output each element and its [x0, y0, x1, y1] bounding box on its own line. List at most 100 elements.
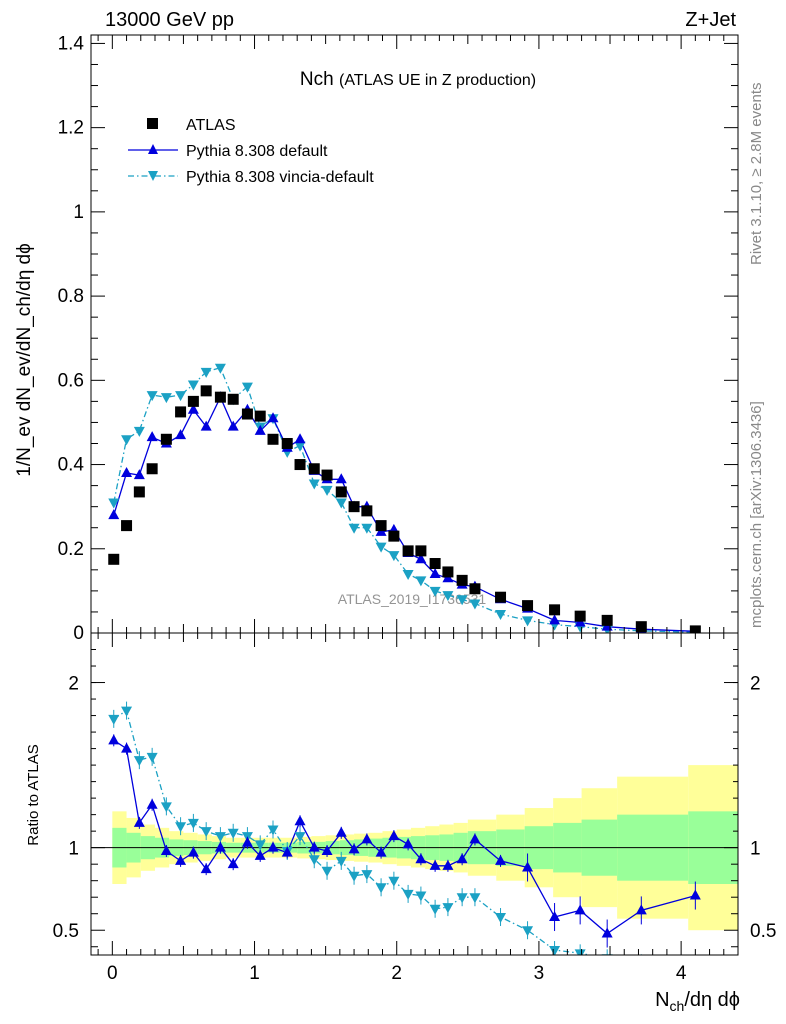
- vincia-main-point: [375, 542, 387, 553]
- default-ratio-point: [121, 742, 133, 753]
- vincia-ratio-point: [294, 832, 306, 843]
- atlas-point: [375, 520, 387, 532]
- vincia-ratio-point: [175, 822, 187, 833]
- vincia-ratio-point: [187, 818, 199, 829]
- x-tick-label: 3: [534, 963, 545, 984]
- default-ratio-point: [321, 844, 333, 855]
- default-ratio-point: [361, 833, 373, 844]
- energy-label: 13000 GeV pp: [105, 9, 234, 31]
- vincia-ratio-point: [442, 903, 454, 914]
- atlas-point: [348, 501, 360, 513]
- default-ratio-point: [635, 904, 647, 915]
- vincia-main-line: [113, 366, 696, 633]
- vincia-ratio-point: [495, 913, 507, 924]
- vincia-ratio-point: [429, 904, 441, 915]
- vincia-main-point: [146, 391, 158, 402]
- x-axis-label: Nch/dη dϕ: [655, 989, 740, 1014]
- vincia-ratio-point: [601, 954, 613, 955]
- rivet-label: Rivet 3.1.10, ≥ 2.8M events: [748, 83, 765, 266]
- chart-title-sub: (ATLAS UE in Z production): [339, 72, 536, 89]
- vincia-main-point: [522, 616, 534, 627]
- default-ratio-point: [200, 863, 212, 874]
- legend-default-marker: [148, 144, 158, 154]
- default-ratio-point: [227, 858, 239, 869]
- legend-atlas-label: ATLAS: [186, 117, 236, 134]
- atlas-point: [146, 463, 158, 475]
- atlas-point: [321, 469, 333, 481]
- main-series-layer: [108, 363, 701, 633]
- x-axis-label-sub: ch: [670, 998, 685, 1014]
- default-ratio-point: [146, 798, 158, 809]
- default-ratio-point: [689, 889, 701, 900]
- default-main-point: [146, 431, 158, 442]
- ratio-y-axis-label: Ratio to ATLAS: [25, 744, 42, 845]
- vincia-ratio-point: [254, 840, 266, 851]
- vincia-ratio-point: [574, 949, 586, 955]
- vincia-main-point: [442, 591, 454, 602]
- atlas-point: [175, 406, 187, 418]
- vincia-ratio-point: [348, 871, 360, 882]
- default-ratio-point: [388, 830, 400, 841]
- atlas-point: [200, 385, 212, 397]
- vincia-ratio-point: [375, 883, 387, 894]
- default-ratio-point: [267, 841, 279, 852]
- default-main-point: [294, 433, 306, 444]
- legend-vincia-label: Pythia 8.308 vincia-default: [186, 169, 374, 186]
- atlas-point: [281, 437, 293, 449]
- vincia-main-point: [108, 498, 120, 509]
- ratio-bands: [91, 765, 738, 931]
- default-ratio-point: [442, 859, 454, 870]
- default-main-point: [133, 469, 145, 480]
- vincia-main-point: [469, 599, 481, 610]
- ratio-tick-label-right: 1: [750, 839, 761, 860]
- vincia-main-point: [308, 479, 320, 490]
- default-ratio-point: [415, 853, 427, 864]
- x-axis-label-main: N: [655, 989, 669, 1011]
- ratio-tick-label-left: 1: [68, 839, 79, 860]
- atlas-point: [241, 408, 253, 420]
- default-ratio-point: [456, 853, 468, 864]
- vincia-ratio-point: [227, 828, 239, 839]
- default-main-point: [227, 420, 239, 431]
- y-tick-label: 0.8: [58, 286, 84, 307]
- atlas-point: [214, 391, 226, 403]
- atlas-point: [187, 395, 199, 407]
- y-tick-label: 0: [73, 623, 84, 644]
- legend-atlas-marker: [147, 118, 158, 129]
- y-tick-label: 1: [73, 202, 84, 223]
- default-ratio-point: [429, 859, 441, 870]
- atlas-point: [254, 410, 266, 422]
- default-ratio-point: [495, 854, 507, 865]
- x-tick-label: 1: [249, 963, 260, 984]
- ratio-tick-label-right: 2: [750, 674, 761, 695]
- mcplots-label: mcplots.cern.ch [arXiv:1306.3436]: [748, 401, 765, 628]
- default-main-point: [200, 420, 212, 431]
- vincia-ratio-point: [522, 926, 534, 937]
- atlas-point: [549, 604, 561, 616]
- y-tick-label: 1.4: [58, 33, 85, 54]
- vincia-main-point: [241, 382, 253, 393]
- atlas-point: [522, 600, 534, 612]
- vincia-main-point: [214, 363, 226, 374]
- vincia-ratio-point: [146, 752, 158, 763]
- ratio-tick-label-left: 2: [68, 674, 79, 695]
- atlas-point: [361, 505, 373, 517]
- ratio-tick-label-right: 0.5: [750, 921, 776, 942]
- atlas-point: [267, 433, 279, 445]
- atlas-point: [429, 558, 441, 570]
- default-ratio-point: [469, 833, 481, 844]
- atlas-point: [601, 614, 613, 626]
- atlas-point: [160, 433, 172, 445]
- default-ratio-point: [241, 836, 253, 847]
- atlas-point: [121, 520, 133, 532]
- default-main-point: [549, 614, 561, 625]
- vincia-ratio-point: [361, 870, 373, 881]
- vincia-ratio-point: [690, 968, 701, 978]
- default-main-point: [121, 466, 133, 477]
- vincia-ratio-point: [108, 714, 120, 725]
- atlas-point: [133, 486, 145, 498]
- ratio-tick-label-left: 0.5: [53, 921, 79, 942]
- atlas-point: [402, 545, 414, 557]
- vincia-ratio-point: [321, 866, 333, 877]
- default-ratio-point: [108, 734, 120, 745]
